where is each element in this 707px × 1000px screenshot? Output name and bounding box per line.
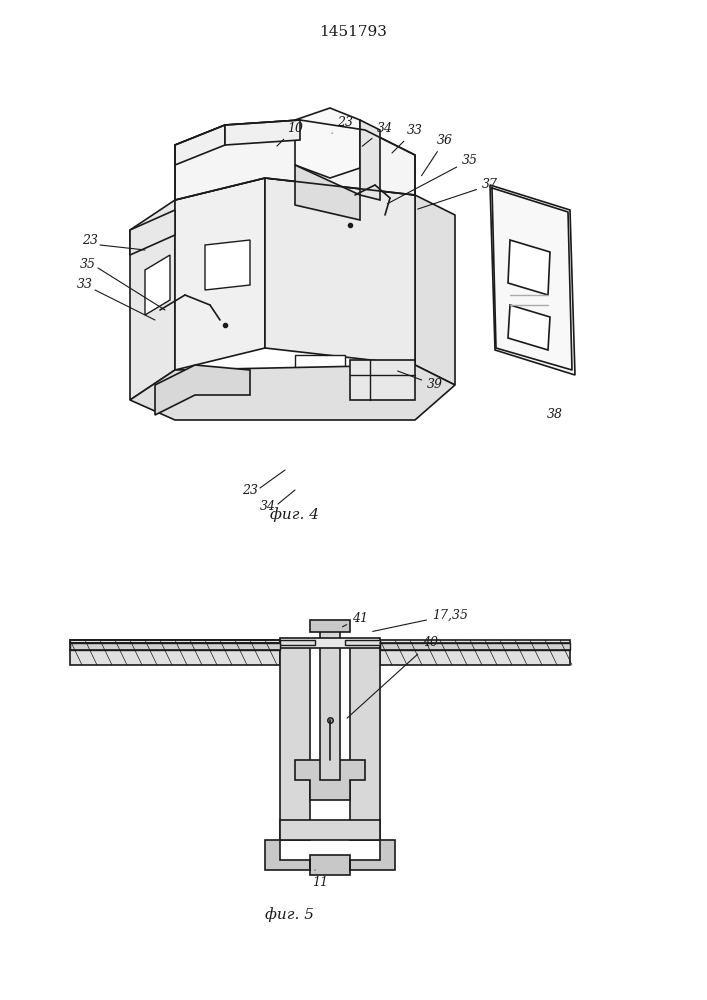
- Text: 17,35: 17,35: [373, 608, 468, 631]
- Polygon shape: [380, 643, 570, 650]
- Polygon shape: [145, 255, 170, 315]
- Polygon shape: [175, 178, 265, 370]
- Polygon shape: [130, 365, 455, 420]
- Polygon shape: [225, 120, 300, 145]
- Text: фиг. 4: фиг. 4: [271, 508, 320, 522]
- Polygon shape: [205, 240, 250, 290]
- Text: 23: 23: [332, 115, 353, 133]
- Text: 23: 23: [242, 484, 258, 496]
- Text: 35: 35: [80, 258, 96, 271]
- Polygon shape: [265, 178, 415, 365]
- Text: 40: 40: [347, 637, 438, 718]
- Text: 33: 33: [77, 278, 93, 292]
- Text: фиг. 5: фиг. 5: [266, 908, 315, 922]
- Polygon shape: [310, 620, 350, 632]
- Polygon shape: [415, 195, 455, 385]
- Text: 23: 23: [82, 233, 98, 246]
- Polygon shape: [280, 638, 380, 648]
- Polygon shape: [175, 125, 225, 165]
- Text: 1451793: 1451793: [320, 25, 387, 39]
- Polygon shape: [360, 120, 380, 200]
- Text: 41: 41: [342, 611, 368, 627]
- Polygon shape: [295, 355, 345, 395]
- Polygon shape: [70, 640, 280, 665]
- Polygon shape: [175, 120, 415, 200]
- Polygon shape: [280, 640, 315, 645]
- Polygon shape: [130, 210, 175, 255]
- Text: 34: 34: [362, 121, 393, 146]
- Text: 39: 39: [397, 371, 443, 391]
- Polygon shape: [380, 640, 570, 665]
- Text: 10: 10: [277, 121, 303, 146]
- Text: 33: 33: [392, 123, 423, 153]
- Text: 38: 38: [547, 408, 563, 422]
- Polygon shape: [155, 365, 250, 415]
- Polygon shape: [295, 760, 365, 800]
- Polygon shape: [130, 200, 175, 400]
- Text: 36: 36: [421, 133, 453, 176]
- Polygon shape: [280, 640, 310, 840]
- Text: 35: 35: [387, 153, 478, 204]
- Polygon shape: [350, 640, 380, 840]
- Polygon shape: [350, 360, 415, 400]
- Polygon shape: [490, 185, 575, 375]
- Text: 11: 11: [312, 870, 328, 888]
- Polygon shape: [508, 305, 550, 350]
- Polygon shape: [265, 840, 395, 875]
- Polygon shape: [295, 108, 360, 178]
- Polygon shape: [70, 643, 280, 650]
- Polygon shape: [280, 820, 380, 840]
- Text: 37: 37: [418, 178, 498, 209]
- Polygon shape: [345, 640, 380, 645]
- Polygon shape: [320, 630, 340, 780]
- Polygon shape: [295, 165, 360, 220]
- Polygon shape: [508, 240, 550, 295]
- Text: 34: 34: [260, 500, 276, 514]
